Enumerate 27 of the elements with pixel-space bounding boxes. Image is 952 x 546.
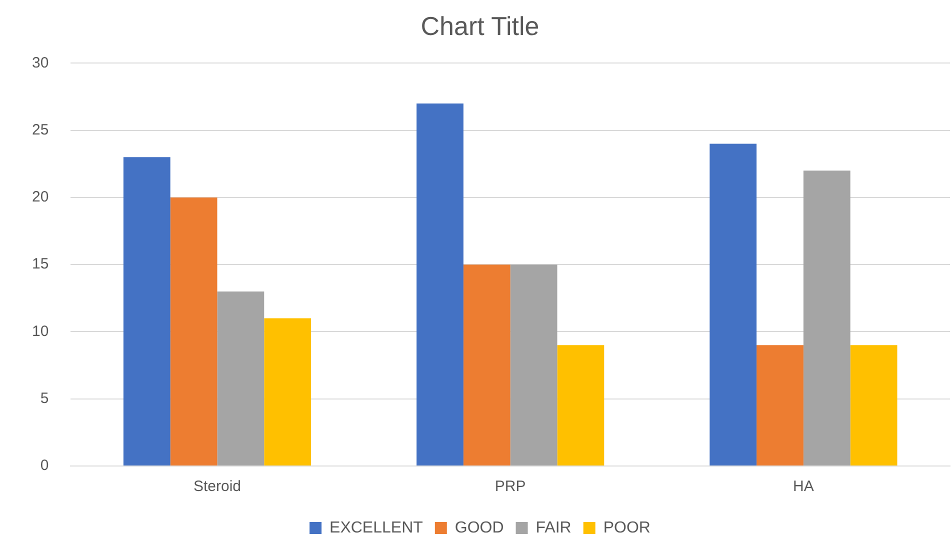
y-tick-label: 0 [40,457,49,474]
bar [710,144,757,466]
y-tick-label: 20 [32,188,49,206]
bar [557,345,604,466]
legend-label: POOR [603,519,650,536]
bar [123,157,170,466]
bar [416,103,464,466]
x-tick-label: HA [793,478,814,496]
bar [264,318,312,466]
legend-label: EXCELLENT [330,519,424,536]
y-tick-label: 15 [32,256,49,273]
x-tick-label: Steroid [193,478,242,496]
bar [170,197,218,466]
bar [463,264,510,466]
bar [803,170,850,466]
legend-label: GOOD [454,519,504,536]
bar [756,345,804,466]
bar [217,291,264,466]
y-tick-label: 30 [32,54,49,72]
chart-title: Chart Title [420,10,540,41]
legend-label: FAIR [536,519,572,536]
bar [850,345,898,466]
y-tick-label: 25 [32,121,49,138]
y-tick-label: 5 [40,390,49,408]
x-tick-label: PRP [494,478,526,496]
y-tick-label: 10 [32,322,49,340]
bar [510,264,558,466]
